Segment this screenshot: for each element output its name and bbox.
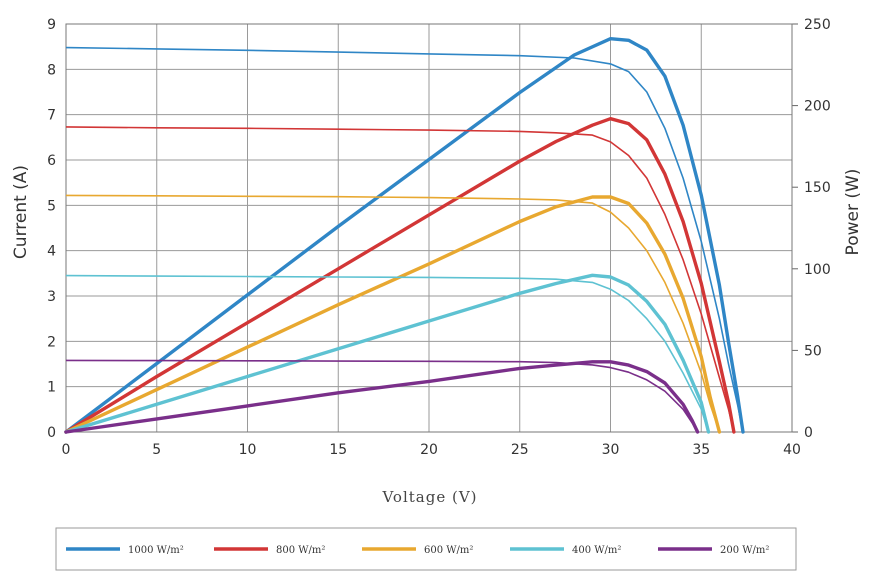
x-tick-label: 5 [152,442,161,458]
y-right-tick-label: 200 [804,99,831,115]
y-left-tick-label: 0 [47,425,56,441]
x-tick-label: 10 [239,442,257,458]
plot-frame [65,23,793,433]
legend-label-3: 400 W/m² [572,545,621,556]
x-tick-label: 30 [602,442,620,458]
y-right-tick-label: 150 [804,180,831,196]
x-axis-title: Voltage (V) [381,488,477,506]
current-curve-4 [65,359,699,433]
legend-label-2: 600 W/m² [424,545,473,556]
y-left-tick-label: 1 [47,380,56,396]
power-curve-0 [64,37,745,434]
current-curve-2 [65,194,721,433]
curves [64,37,745,434]
current-curve-3 [65,274,710,433]
y-left-tick-label: 9 [47,17,56,33]
y-left-tick-label: 7 [47,108,56,124]
y-left-axis-title: Current (A) [11,165,31,259]
x-tick-label: 20 [420,442,438,458]
x-tick-label: 40 [783,442,801,458]
current-curve-0 [65,46,744,433]
x-tick-label: 35 [692,442,710,458]
legend: 1000 W/m² 800 W/m² 600 W/m² 400 W/m² 200 W/m… [55,527,797,571]
y-left-tick-label: 6 [47,153,56,169]
power-curve-3 [64,273,711,434]
legend-label-0: 1000 W/m² [128,545,184,556]
y-right-tick-label: 50 [804,343,822,359]
y-left-tick-label: 3 [47,289,56,305]
y-left-tick-label: 4 [47,244,56,260]
tick-labels: 0 5 10 15 20 25 30 35 40012345678905010015020025… [47,17,831,458]
y-left-tick-label: 5 [47,198,56,214]
x-tick-label: 25 [511,442,529,458]
power-curve-2 [64,195,722,434]
y-right-tick-label: 0 [804,425,813,441]
legend-box [55,527,797,571]
y-left-tick-label: 2 [47,334,56,350]
power-curve-4 [64,360,700,434]
legend-label-1: 800 W/m² [276,545,325,556]
current-curve-1 [65,126,735,433]
power-curve-1 [64,117,736,434]
legend-label-4: 200 W/m² [720,545,769,556]
y-right-tick-label: 100 [804,262,831,278]
y-right-tick-label: 250 [804,17,831,33]
y-left-tick-label: 8 [47,62,56,78]
y-right-axis-title: Power (W) [843,169,863,256]
x-tick-label: 0 [62,442,71,458]
x-tick-label: 15 [329,442,347,458]
